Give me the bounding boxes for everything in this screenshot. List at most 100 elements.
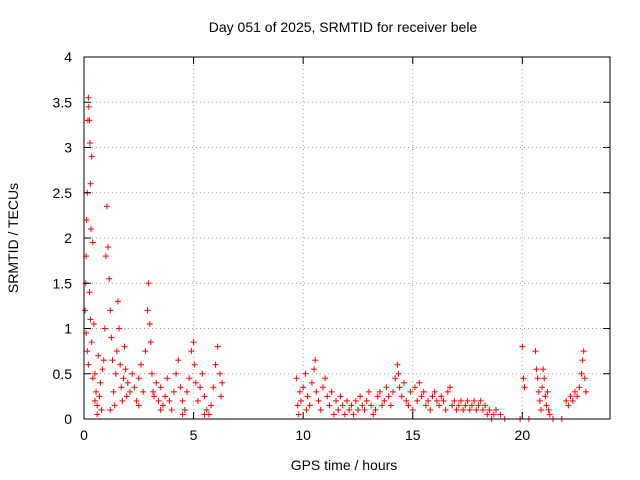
data-point xyxy=(201,411,208,418)
data-point xyxy=(326,402,333,409)
data-point xyxy=(108,334,115,341)
data-point xyxy=(199,370,206,377)
y-tick-label: 0 xyxy=(64,411,72,427)
data-point xyxy=(295,411,302,418)
data-point xyxy=(535,388,542,395)
data-point xyxy=(319,384,326,391)
data-point xyxy=(475,402,482,409)
x-tick-label: 15 xyxy=(405,427,421,443)
data-point xyxy=(359,402,366,409)
data-point xyxy=(471,397,478,404)
data-point xyxy=(306,402,313,409)
data-point xyxy=(569,397,576,404)
data-point xyxy=(303,406,310,413)
data-point xyxy=(379,402,386,409)
data-point xyxy=(537,406,544,413)
data-point xyxy=(179,411,186,418)
data-point xyxy=(293,375,300,382)
data-point xyxy=(296,388,303,395)
data-point xyxy=(370,411,377,418)
data-point xyxy=(127,388,134,395)
plot-frame xyxy=(83,56,611,420)
data-point xyxy=(497,411,504,418)
data-point xyxy=(113,348,120,355)
data-point xyxy=(83,216,90,223)
data-point xyxy=(539,384,546,391)
data-point xyxy=(398,393,405,400)
data-point xyxy=(124,379,131,386)
data-point xyxy=(94,402,101,409)
data-point xyxy=(311,366,318,373)
data-point xyxy=(150,388,157,395)
data-point xyxy=(545,406,552,413)
data-point xyxy=(582,388,589,395)
data-point xyxy=(328,388,335,395)
data-point xyxy=(164,375,171,382)
data-point xyxy=(543,402,550,409)
data-point xyxy=(94,411,101,418)
data-point xyxy=(395,370,402,377)
data-point xyxy=(294,402,301,409)
data-point xyxy=(155,397,162,404)
data-point xyxy=(436,402,443,409)
data-point xyxy=(352,397,359,404)
data-point xyxy=(565,402,572,409)
data-point xyxy=(82,307,89,314)
y-axis-label: SRMTID / TECUs xyxy=(5,183,21,293)
data-point xyxy=(322,375,329,382)
data-point xyxy=(422,402,429,409)
data-point xyxy=(346,406,353,413)
data-point xyxy=(212,361,219,368)
data-points xyxy=(82,94,589,422)
data-point xyxy=(107,406,114,413)
data-point xyxy=(357,393,364,400)
data-point xyxy=(96,393,103,400)
data-point xyxy=(333,397,340,404)
data-point xyxy=(88,153,95,160)
data-point xyxy=(104,203,111,210)
data-point xyxy=(451,397,458,404)
data-point xyxy=(86,139,93,146)
data-point xyxy=(462,402,469,409)
data-point xyxy=(457,397,464,404)
data-point xyxy=(91,370,98,377)
data-point xyxy=(86,117,93,124)
data-point xyxy=(341,411,348,418)
data-point xyxy=(168,406,175,413)
data-point xyxy=(361,406,368,413)
grid-lines xyxy=(84,57,610,419)
data-point xyxy=(140,388,147,395)
y-tick-label: 2.5 xyxy=(53,185,73,201)
data-point xyxy=(145,280,152,287)
x-axis-label: GPS time / hours xyxy=(291,457,398,473)
data-point xyxy=(308,379,315,386)
data-point xyxy=(135,375,142,382)
data-point xyxy=(350,411,357,418)
data-point xyxy=(324,393,331,400)
data-point xyxy=(87,180,94,187)
data-point xyxy=(100,357,107,364)
data-point xyxy=(486,406,493,413)
data-point xyxy=(455,402,462,409)
data-point xyxy=(385,393,392,400)
data-point xyxy=(440,397,447,404)
data-point xyxy=(144,307,151,314)
data-point xyxy=(521,384,528,391)
y-tick-label: 4 xyxy=(64,49,72,65)
data-point xyxy=(151,393,158,400)
data-point xyxy=(438,393,445,400)
data-point xyxy=(122,366,129,373)
data-point xyxy=(181,406,188,413)
chart-title: Day 051 of 2025, SRMTID for receiver bel… xyxy=(209,19,478,35)
y-tick-label: 1.5 xyxy=(53,275,73,291)
data-point xyxy=(376,388,383,395)
data-point xyxy=(396,384,403,391)
data-point xyxy=(121,343,128,350)
data-point xyxy=(91,397,98,404)
data-point xyxy=(429,393,436,400)
data-point xyxy=(120,375,127,382)
data-point xyxy=(85,103,92,110)
data-point xyxy=(110,388,117,395)
data-point xyxy=(97,379,104,386)
